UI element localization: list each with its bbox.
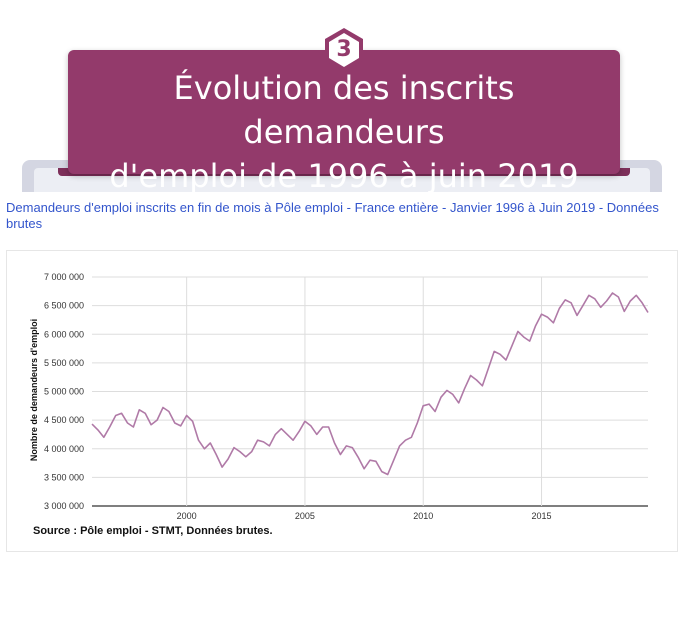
badge-number: 3	[336, 37, 352, 62]
x-tick-label: 2000	[177, 511, 197, 521]
y-tick-label: 5 500 000	[44, 358, 84, 368]
y-axis-ticks: 3 000 000 3 500 000 4 000 000 4 500 000 5 00…	[44, 272, 84, 511]
x-tick-label: 2015	[532, 511, 552, 521]
x-tick-label: 2010	[413, 511, 433, 521]
chart-grid	[92, 276, 648, 507]
y-tick-label: 7 000 000	[44, 272, 84, 282]
title-line-2: d'emploi de 1996 à juin 2019	[109, 157, 579, 195]
page-title: Évolution des inscrits demandeurs d'empl…	[72, 66, 616, 198]
y-tick-label: 3 000 000	[44, 501, 84, 511]
y-tick-label: 6 000 000	[44, 329, 84, 339]
series-line	[91, 292, 649, 476]
line-chart: 3 000 000 3 500 000 4 000 000 4 500 000 5 00…	[29, 272, 649, 521]
chart-subtitle-link[interactable]: Demandeurs d'emploi inscrits en fin de m…	[6, 200, 659, 231]
hexagon-badge-icon	[325, 28, 363, 72]
y-axis-label: Nombre de demandeurs d'emploi	[29, 319, 39, 461]
title-line-1: Évolution des inscrits demandeurs	[173, 69, 515, 151]
y-tick-label: 3 500 000	[44, 472, 84, 482]
x-axis-ticks: 2000 2005 2010 2015	[177, 511, 552, 521]
y-tick-label: 4 500 000	[44, 415, 84, 425]
source-note: Source : Pôle emploi - STMT, Données bru…	[33, 525, 273, 537]
y-tick-label: 6 500 000	[44, 301, 84, 311]
y-tick-label: 4 000 000	[44, 444, 84, 454]
y-tick-label: 5 000 000	[44, 387, 84, 397]
x-tick-label: 2005	[295, 511, 315, 521]
